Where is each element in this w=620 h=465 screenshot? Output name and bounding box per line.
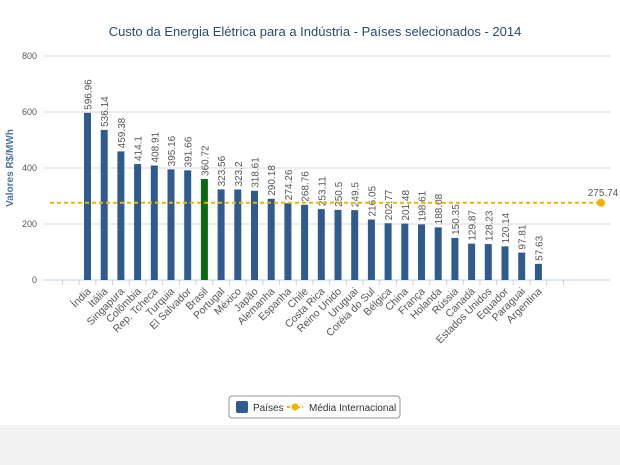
- data-label: 120.14: [501, 212, 512, 243]
- bars: 596.96 536.14 459.38 414.1 408.91 395.16 391.6…: [84, 79, 545, 280]
- bar-estados-unidos[interactable]: [484, 244, 492, 280]
- data-label: 249.5: [351, 182, 362, 207]
- y-tick-label: 200: [22, 219, 37, 229]
- legend: Países Média Internacional: [228, 395, 401, 419]
- y-axis-label: Valores R$/MWh: [5, 129, 16, 207]
- bar-fran-a[interactable]: [418, 224, 425, 280]
- legend-box: [228, 395, 401, 419]
- data-label: 202.77: [384, 189, 395, 220]
- average-line-label: 275.74: [588, 188, 619, 199]
- data-label: 250.5: [334, 181, 345, 206]
- gridlines: [43, 55, 610, 285]
- data-label: 97.81: [518, 224, 529, 249]
- data-label: 395.16: [167, 135, 178, 166]
- bar-rep-tcheca[interactable]: [150, 165, 158, 280]
- data-label: 128.23: [484, 210, 495, 241]
- bar-singapura[interactable]: [117, 151, 125, 280]
- bar-brasil[interactable]: [200, 178, 208, 280]
- bar-b-lgica[interactable]: [384, 223, 392, 280]
- bar-portugal[interactable]: [217, 189, 225, 280]
- legend-swatch-paises: [236, 401, 248, 413]
- bar-paraguai[interactable]: [518, 252, 526, 280]
- bar--ndia[interactable]: [84, 112, 91, 280]
- bar-costa-rica[interactable]: [317, 209, 325, 280]
- data-label: 150.35: [451, 204, 462, 235]
- bar-china[interactable]: [401, 223, 409, 280]
- data-label: 216.05: [367, 185, 378, 216]
- y-axis-ticks: 0 200 400 600 800: [22, 51, 37, 285]
- data-label: 290.18: [267, 165, 278, 196]
- data-label: 129.87: [468, 210, 479, 241]
- data-label: 536.14: [100, 96, 111, 127]
- chart-title: Custo da Energia Elétrica para a Indústr…: [109, 24, 522, 39]
- data-label: 360.72: [200, 145, 211, 176]
- bar-canad-[interactable]: [468, 243, 476, 280]
- legend-item-media-internacional[interactable]: Média Internacional: [287, 403, 396, 414]
- data-label: 188.08: [434, 193, 445, 224]
- data-label: 268.76: [301, 171, 312, 202]
- bar-it-lia[interactable]: [100, 129, 108, 280]
- y-tick-label: 800: [22, 51, 37, 61]
- bar-equador[interactable]: [501, 246, 509, 280]
- y-tick-label: 0: [32, 275, 37, 285]
- bar-reino-unido[interactable]: [334, 209, 342, 280]
- data-label: 596.96: [84, 79, 95, 110]
- bar-m-xico[interactable]: [234, 189, 242, 280]
- data-label: 391.66: [184, 136, 195, 167]
- data-label: 198.61: [418, 190, 429, 221]
- data-label: 408.91: [150, 131, 161, 162]
- average-line-marker[interactable]: [597, 198, 605, 207]
- bar-argentina[interactable]: [534, 263, 542, 280]
- bar-alemanha[interactable]: [267, 198, 275, 280]
- bar-holanda[interactable]: [434, 227, 442, 280]
- data-label: 414.1: [134, 136, 145, 161]
- bar-espanha[interactable]: [284, 203, 292, 280]
- bar-uruguai[interactable]: [351, 210, 359, 280]
- data-label: 274.26: [284, 169, 295, 200]
- y-tick-label: 600: [22, 107, 37, 117]
- data-label: 323.2: [234, 161, 245, 186]
- y-tick-label: 400: [22, 163, 37, 173]
- bar-jap-o[interactable]: [251, 190, 258, 280]
- bar-col-mbia[interactable]: [134, 164, 142, 280]
- bar-cor-ia-do-sul[interactable]: [367, 219, 375, 280]
- bar-r-ssia[interactable]: [451, 237, 459, 280]
- data-label: 323.56: [217, 155, 228, 186]
- data-label: 459.38: [117, 117, 128, 148]
- data-label: 253.11: [317, 176, 328, 206]
- data-label: 57.63: [534, 235, 545, 260]
- legend-label-media-internacional: Média Internacional: [309, 403, 396, 414]
- legend-item-paises[interactable]: Países: [236, 401, 284, 414]
- bar-turquia[interactable]: [167, 169, 175, 280]
- bar-el-salvador[interactable]: [184, 170, 192, 280]
- bar-chile[interactable]: [301, 204, 309, 280]
- average-line: 275.74: [50, 188, 619, 207]
- data-label: 201.48: [401, 190, 412, 221]
- data-label: 318.61: [251, 157, 262, 188]
- bottom-strip: [0, 425, 620, 465]
- legend-marker-media: [291, 403, 299, 411]
- legend-label-paises: Países: [253, 403, 284, 414]
